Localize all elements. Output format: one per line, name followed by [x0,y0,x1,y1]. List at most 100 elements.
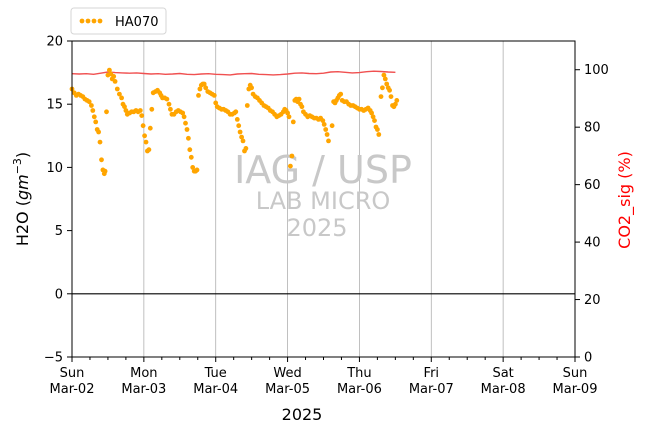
ha070-point [233,109,239,115]
ha070-point [139,113,145,118]
x-axis: SunMar-02MonMar-03TueMar-04WedMar-05ThuM… [50,357,598,397]
ha070-point [146,147,152,153]
ha070-point [107,67,112,73]
ha070-point [123,108,129,113]
ha070-point [91,114,97,120]
right-y-tick-label: 20 [584,293,601,308]
x-tick-label-date: Mar-09 [553,382,598,397]
left-y-axis: −5 0 5 10 15 20 [44,35,72,366]
ha070-point [180,110,186,116]
watermark-line1: IAG / USP [234,148,412,192]
ha070-point [394,98,400,103]
ha070-point [99,157,104,163]
x-tick-label-date: Mar-05 [265,382,310,397]
ha070-point [329,123,335,129]
left-y-tick-label: 20 [46,35,63,50]
legend-marker-dot [97,18,103,24]
x-tick-label-day: Sun [563,366,588,381]
ha070-point [90,108,96,113]
ha070-point [249,85,255,91]
watermark-line2: LAB MICRO [256,187,391,215]
right-y-tick-label: 0 [584,351,592,366]
ha070-point [194,167,200,173]
legend-marker-dot [91,18,97,24]
ha070-point [102,168,108,174]
ha070-point [288,163,293,169]
ha070-point [370,114,376,120]
left-y-tick-label: 10 [46,161,63,176]
ha070-point [187,147,193,153]
x-tick-label-date: Mar-02 [50,382,95,397]
ha070-point [234,117,240,122]
ha070-point [93,119,99,125]
legend: HA070 [70,7,167,35]
ha070-point [213,100,219,106]
x-tick-label-day: Fri [424,366,440,381]
left-y-axis-title-exp: −3 [11,158,24,174]
gridlines [143,41,504,357]
ha070-point [96,129,101,135]
ha070-point [380,85,385,91]
ha070-point [142,133,148,139]
x-tick-label-day: Wed [273,366,301,381]
ha070-point [149,106,155,112]
series-co2-sig [71,70,396,76]
ha070-point [111,74,117,79]
ha070-point [164,96,170,102]
ha070-point [299,104,305,110]
ha070-point [147,125,153,131]
ha070-point [369,110,374,116]
ha070-point [323,127,329,132]
ha070-point [382,76,388,82]
ha070-point [186,135,191,141]
left-y-tick-label: 15 [46,98,63,113]
ha070-point [196,93,201,98]
left-y-tick-label: 0 [55,287,63,302]
ha070-point [338,91,344,97]
left-y-axis-title: H2O (gm−3) [11,152,32,246]
ha070-point [197,86,203,92]
ha070-point [114,86,120,92]
ha070-point [86,99,92,105]
x-tick-label-date: Mar-08 [481,382,526,397]
ha070-point [143,139,149,145]
ha070-point [239,134,245,140]
ha070-point [393,101,398,107]
right-y-tick-label: 40 [584,236,601,251]
ha070-point [140,123,146,129]
watermark: IAG / USP LAB MICRO 2025 [234,148,412,242]
ha070-point [290,119,296,125]
ha070-point [296,96,302,102]
legend-label: HA070 [115,15,158,30]
series-ha070 [69,67,400,177]
watermark-line3: 2025 [286,214,347,242]
ha070-point [166,101,172,107]
right-y-tick-label: 100 [584,63,609,78]
ha070-point [211,93,217,98]
ha070-point [89,103,94,108]
x-tick-label-date: Mar-04 [193,382,238,397]
x-tick-label-day: Sun [60,366,85,381]
ha070-point [289,153,295,159]
ha070-point [376,132,382,137]
ha070-point [320,118,326,123]
ha070-point [168,106,173,112]
x-tick-label-date: Mar-07 [409,382,454,397]
ha070-point [137,108,143,113]
left-y-axis-title-base: H2O ( [13,200,32,246]
ha070-point [183,120,188,126]
ha070-point [285,110,290,116]
x-tick-label-day: Thu [346,366,371,381]
ha070-point [236,123,242,129]
ha070-point [324,132,330,137]
ha070-point [190,165,196,170]
x-tick-label-date: Mar-03 [121,382,166,397]
ha070-point [326,138,331,144]
ha070-point [122,104,127,110]
ha070-point [243,146,249,151]
legend-marker-dot [79,18,85,24]
ha070-point [240,138,246,144]
ha070-point [378,94,384,99]
ha070-point [184,127,190,132]
